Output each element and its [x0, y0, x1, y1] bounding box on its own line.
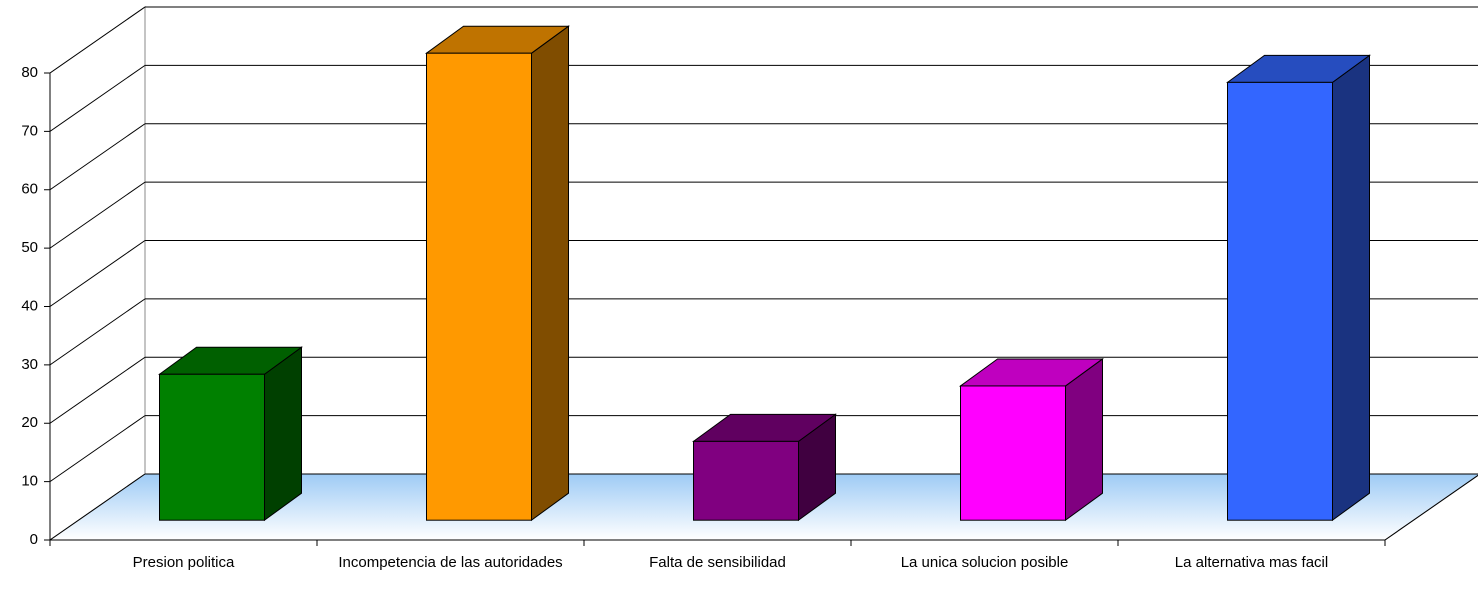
- grid-line: [49, 6, 146, 74]
- y-tick-label: 50: [21, 239, 38, 256]
- y-tick-label: 40: [21, 297, 38, 314]
- y-tick-label: 70: [21, 122, 38, 139]
- x-tick-label: La unica solucion posible: [900, 554, 1069, 571]
- y-tick-label: 60: [21, 181, 38, 198]
- y-tick-label: 20: [21, 414, 38, 431]
- y-tick-label: 80: [21, 64, 38, 81]
- grid-line: [49, 356, 146, 424]
- bar-side: [531, 25, 569, 522]
- y-tick-label: 10: [21, 473, 38, 490]
- floor-edge: [1384, 474, 1478, 541]
- y-tick-label: 30: [21, 356, 38, 373]
- y-tick-label: 0: [30, 531, 38, 548]
- grid-line: [49, 181, 146, 249]
- bar: [426, 52, 532, 521]
- bar: [960, 385, 1066, 521]
- grid-line: [49, 240, 146, 307]
- grid-line: [49, 64, 146, 132]
- x-tick-label: La alternativa mas facil: [1174, 554, 1329, 571]
- bar-side: [1065, 357, 1103, 522]
- grid-line: [49, 415, 146, 483]
- grid-line: [49, 123, 146, 191]
- grid-line: [49, 298, 146, 366]
- bar: [159, 373, 265, 521]
- bar: [693, 440, 799, 521]
- bar: [1227, 81, 1333, 521]
- x-tick-label: Falta de sensibilidad: [649, 554, 786, 571]
- bar-side: [1332, 54, 1370, 522]
- x-tick-label: Presion politica: [132, 554, 235, 571]
- x-tick-label: Incompetencia de las autoridades: [338, 554, 563, 571]
- grid-line: [49, 473, 146, 541]
- bar-side: [264, 346, 302, 522]
